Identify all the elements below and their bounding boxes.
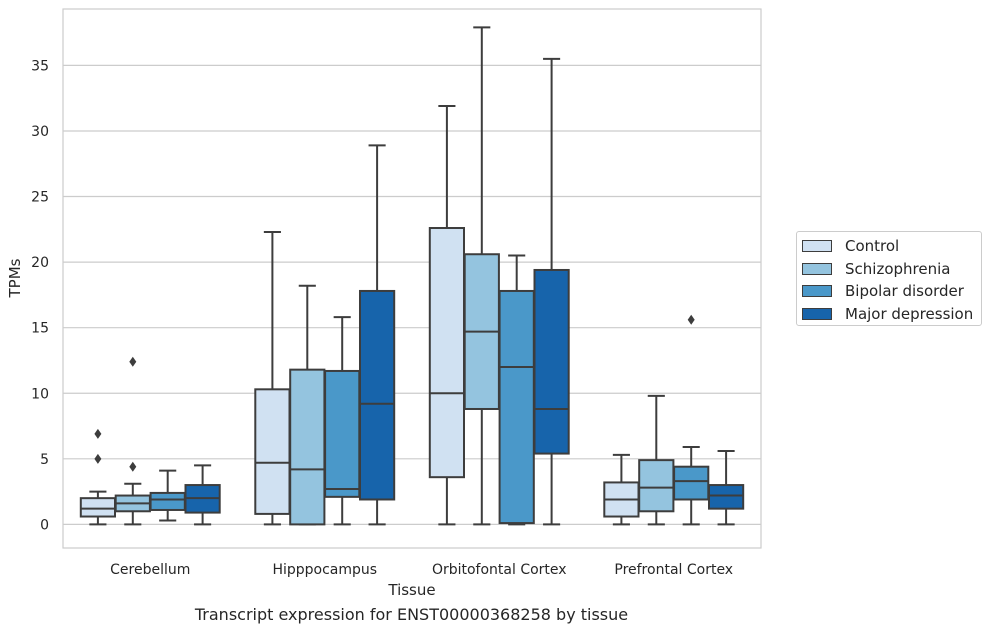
y-tick-label: 0: [40, 517, 49, 533]
box-iqr: [254, 388, 291, 515]
box-bipolar-disorder: [673, 314, 710, 526]
box-iqr: [149, 491, 186, 511]
box-control: [603, 453, 640, 526]
legend-swatch: [802, 240, 832, 253]
box-control: [254, 230, 291, 526]
y-axis-label: TPMs: [6, 258, 24, 298]
x-axis-label: Tissue: [387, 581, 435, 599]
plot-area: [62, 8, 762, 549]
box-major-depression: [184, 464, 221, 526]
y-tick-label: 30: [31, 124, 49, 140]
legend-label: Bipolar disorder: [845, 282, 964, 301]
legend-item: Schizophrenia: [802, 258, 981, 281]
box-iqr: [289, 368, 326, 526]
legend-item: Bipolar disorder: [802, 280, 981, 303]
outlier-point: [94, 453, 102, 464]
x-tick-label: Prefrontal Cortex: [614, 562, 733, 578]
box-major-depression: [358, 144, 396, 526]
box-schizophrenia: [289, 284, 326, 526]
box-bipolar-disorder: [324, 316, 361, 526]
legend-label: Schizophrenia: [845, 259, 951, 278]
outlier-point: [687, 314, 695, 325]
grid-lines: [63, 64, 761, 525]
box-iqr: [533, 268, 570, 455]
box-schizophrenia: [463, 26, 500, 526]
box-iqr: [358, 289, 396, 501]
box-iqr: [673, 465, 710, 501]
box-iqr: [324, 369, 361, 498]
box-control: [428, 105, 466, 526]
x-axis-ticks: Cerebellum Hipppocampus Orbitofontal Corte…: [110, 562, 733, 578]
box-major-depression: [533, 57, 570, 526]
y-axis-ticks: 0 5 10 15 20 25 30 35: [31, 58, 49, 533]
y-tick-label: 20: [31, 255, 49, 271]
legend-swatch: [802, 285, 832, 298]
box-control: [79, 428, 117, 526]
box-schizophrenia: [114, 356, 151, 526]
legend-swatch: [802, 307, 832, 320]
legend-label: Control: [845, 237, 900, 256]
box-iqr: [638, 459, 675, 513]
y-tick-label: 35: [31, 58, 49, 74]
x-tick-label: Hipppocampus: [272, 562, 377, 578]
box-iqr: [707, 484, 745, 510]
figure-caption: Transcript expression for ENST0000036825…: [194, 605, 629, 624]
box-major-depression: [707, 449, 745, 526]
x-tick-label: Cerebellum: [110, 562, 190, 578]
y-tick-label: 25: [31, 190, 49, 206]
y-tick-label: 10: [31, 386, 49, 402]
outlier-point: [94, 428, 102, 439]
legend: Control Schizophrenia Bipolar disorder Majo…: [796, 231, 982, 326]
legend-item: Major depression: [802, 303, 981, 326]
y-tick-label: 5: [40, 452, 49, 468]
boxes-layer: [79, 26, 745, 526]
outlier-point: [129, 461, 137, 472]
y-tick-label: 15: [31, 321, 49, 337]
box-schizophrenia: [638, 394, 675, 526]
box-bipolar-disorder: [498, 254, 535, 526]
x-tick-label: Orbitofontal Cortex: [432, 562, 567, 578]
legend-item: Control: [802, 235, 981, 258]
legend-swatch: [802, 262, 832, 275]
legend-label: Major depression: [845, 304, 974, 323]
box-iqr: [498, 289, 535, 525]
outlier-point: [129, 356, 137, 367]
box-iqr: [79, 497, 117, 518]
box-iqr: [428, 227, 466, 479]
